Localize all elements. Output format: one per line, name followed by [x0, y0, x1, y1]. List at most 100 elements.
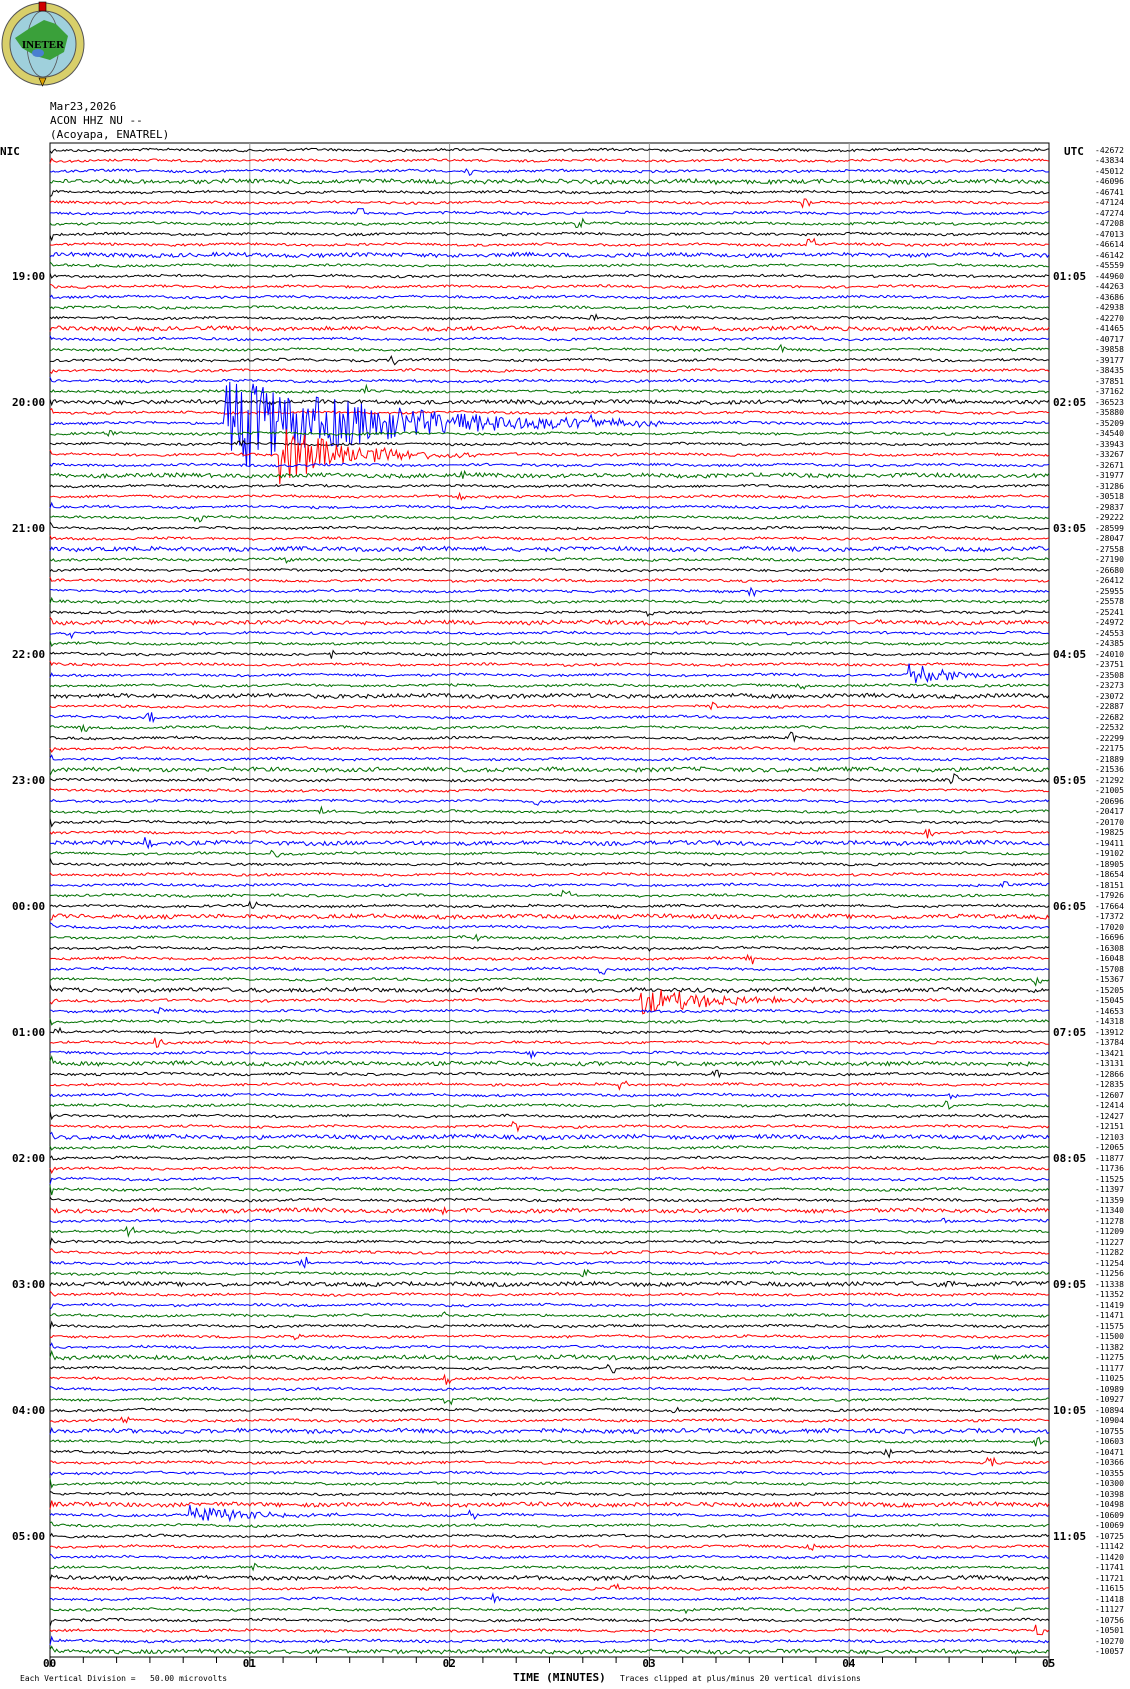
trace-row [49, 953, 1050, 965]
row-offset-label: -45012 [1095, 166, 1124, 176]
row-offset-label: -22175 [1095, 744, 1124, 753]
row-offset-label: -11471 [1095, 1311, 1124, 1320]
row-offset-label: -13131 [1095, 1059, 1124, 1068]
trace-row [49, 168, 1050, 177]
trace-row [49, 912, 1050, 921]
trace-row [49, 1448, 1050, 1459]
trace-row [49, 872, 1049, 877]
trace-row [49, 1373, 1050, 1385]
row-offset-label: -42672 [1095, 145, 1124, 155]
row-offset-label: -15367 [1095, 975, 1124, 984]
row-offset-label: -12151 [1095, 1122, 1124, 1131]
trace-row [50, 837, 1050, 850]
row-offset-label: -11127 [1095, 1605, 1124, 1614]
row-offset-label: -22682 [1095, 712, 1124, 722]
trace-row [49, 576, 1050, 583]
trace-row [49, 1100, 1050, 1110]
trace-row [49, 746, 1050, 753]
trace-row [50, 1406, 1050, 1414]
trace-row [49, 765, 1050, 776]
row-offset-label: -43834 [1095, 156, 1124, 165]
trace-row [49, 828, 1050, 839]
row-offset-label: -25241 [1095, 607, 1124, 617]
row-offset-label: -23273 [1095, 681, 1124, 690]
trace-row [49, 701, 1049, 711]
row-offset-label: -10725 [1095, 1531, 1124, 1541]
row-offset-label: -17664 [1095, 901, 1124, 911]
trace-row [49, 1196, 1050, 1203]
trace-row [49, 1521, 1050, 1528]
trace-row [49, 1491, 1050, 1497]
row-offset-label: -23508 [1095, 670, 1124, 680]
trace-row [49, 147, 1050, 154]
row-offset-label: -24553 [1095, 628, 1124, 638]
trace-row [49, 773, 1050, 785]
row-offset-label: -28047 [1095, 534, 1124, 543]
row-offset-label: -11256 [1095, 1269, 1124, 1278]
x-tick-label: 04 [842, 1657, 856, 1670]
utc-time-label: 01:05 [1053, 269, 1087, 283]
trace-row [49, 1268, 1050, 1278]
row-offset-label: -11382 [1095, 1342, 1124, 1352]
row-offset-label: -16048 [1095, 954, 1124, 963]
trace-row [50, 355, 1050, 366]
date-label: Mar23,2026 [50, 100, 117, 113]
trace-row [49, 889, 1050, 898]
trace-row [49, 1500, 1050, 1510]
trace-row [49, 313, 1050, 322]
row-offset-label: -44263 [1095, 282, 1124, 291]
row-offset-label: -26680 [1095, 565, 1124, 575]
row-offset-label: -16696 [1095, 933, 1124, 942]
utc-time-label: 10:05 [1053, 1403, 1087, 1417]
row-offset-label: -18654 [1095, 870, 1124, 879]
trace-row [49, 439, 1050, 447]
trace-row [49, 272, 1050, 279]
row-offset-label: -45559 [1095, 261, 1124, 270]
trace-row [49, 407, 1049, 415]
trace-row [49, 1478, 1050, 1489]
row-offset-label: -10989 [1095, 1384, 1124, 1394]
trace-row [49, 1470, 1050, 1476]
trace-row [49, 609, 1050, 618]
row-offset-label: -11877 [1095, 1153, 1124, 1163]
trace-row [49, 966, 1050, 975]
row-offset-label: -43686 [1095, 292, 1124, 302]
row-offset-label: -12414 [1095, 1101, 1124, 1110]
row-offset-label: -11352 [1095, 1290, 1124, 1299]
row-offset-label: -12103 [1095, 1132, 1124, 1142]
row-offset-label: -17372 [1095, 912, 1124, 921]
trace-row [49, 1111, 1050, 1121]
row-offset-label: -11575 [1095, 1321, 1124, 1331]
trace-row [49, 1562, 1050, 1572]
row-offset-label: -47124 [1095, 198, 1124, 207]
row-offset-label: -29222 [1095, 513, 1124, 522]
trace-row [49, 984, 1050, 994]
row-offset-label: -33267 [1095, 450, 1124, 459]
row-offset-label: -10471 [1095, 1447, 1124, 1457]
row-offset-label: -11254 [1095, 1258, 1124, 1268]
trace-row [49, 1504, 1050, 1523]
row-offset-label: -10300 [1095, 1479, 1124, 1488]
trace-row [49, 881, 1050, 889]
row-offset-label: -11500 [1095, 1332, 1124, 1341]
row-offset-label: -10398 [1095, 1489, 1124, 1499]
row-offset-label: -34540 [1095, 429, 1124, 438]
row-offset-label: -37851 [1095, 376, 1124, 386]
trace-row [49, 1237, 1050, 1246]
trace-row [49, 483, 1050, 489]
row-offset-label: -25578 [1095, 597, 1124, 606]
row-offset-label: -23751 [1095, 660, 1124, 669]
row-offset-label: -19825 [1095, 828, 1124, 837]
row-offset-label: -25955 [1095, 586, 1124, 596]
trace-row [49, 596, 1050, 604]
trace-row [49, 325, 1050, 333]
row-offset-label: -13912 [1095, 1027, 1124, 1037]
row-offset-label: -33943 [1095, 439, 1124, 449]
nic-time-label: 03:00 [12, 1277, 46, 1291]
row-offset-label: -11736 [1095, 1164, 1124, 1173]
trace-row [49, 1049, 1050, 1060]
trace-row [49, 692, 1050, 700]
row-offset-label: -13784 [1095, 1038, 1124, 1047]
trace-row [49, 1155, 1050, 1161]
x-tick-label: 01 [242, 1657, 257, 1670]
